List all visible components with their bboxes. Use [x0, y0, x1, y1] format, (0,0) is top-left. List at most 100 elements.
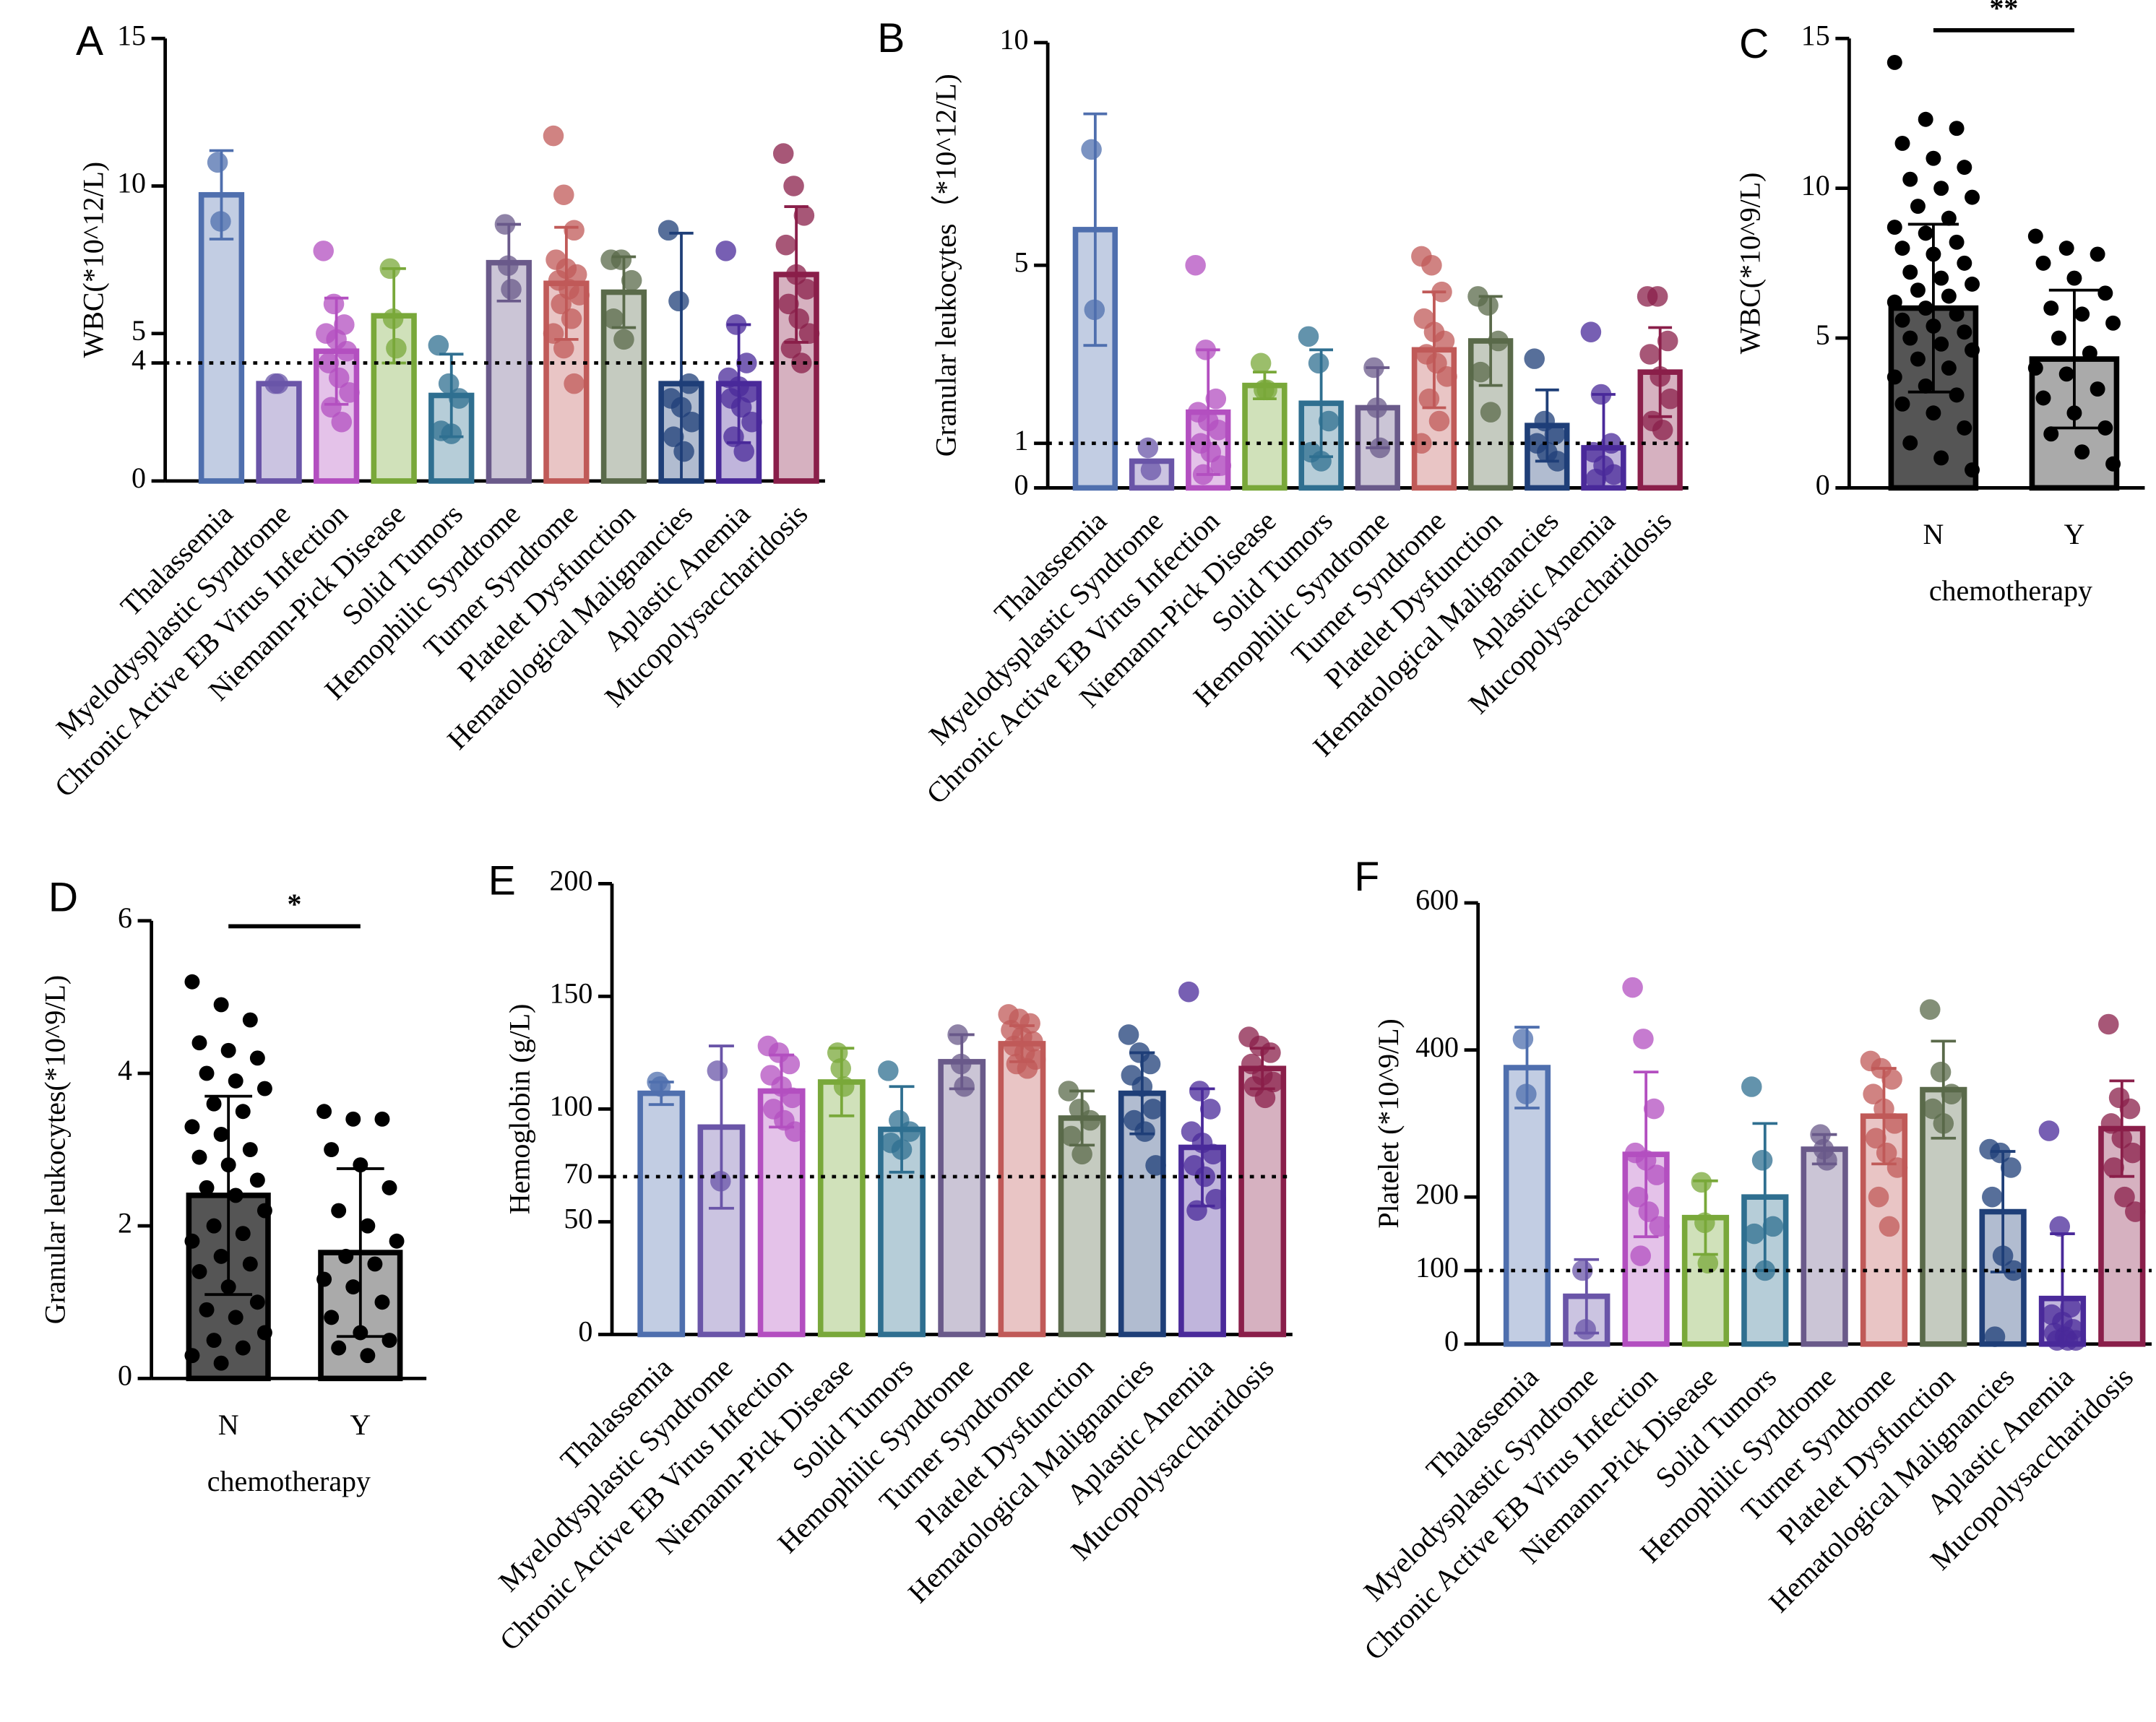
data-point [782, 1087, 803, 1109]
data-point [379, 258, 401, 280]
data-point [1638, 1201, 1660, 1222]
y-tick-label: 0 [578, 1315, 592, 1348]
data-point [1902, 171, 1918, 187]
data-point [1254, 1087, 1276, 1109]
data-point [1918, 378, 1933, 394]
data-point [210, 211, 231, 232]
data-point [206, 1218, 222, 1234]
data-point [1431, 281, 1452, 303]
data-point [1421, 254, 1442, 276]
data-point [551, 293, 572, 315]
data-point [2090, 381, 2105, 397]
data-point [191, 1264, 207, 1279]
data-point [1957, 160, 1972, 176]
data-point [331, 411, 353, 433]
data-point [1933, 270, 1949, 286]
y-axis-label: Platelet (*10^9/L) [1372, 1018, 1405, 1228]
data-point [1894, 396, 1910, 412]
data-point [374, 1111, 390, 1127]
data-point [710, 1171, 731, 1192]
data-point [878, 1060, 899, 1081]
data-point [2003, 1260, 2025, 1281]
data-point [772, 143, 794, 164]
data-point [2035, 390, 2051, 406]
data-point [1957, 420, 1972, 436]
data-point [249, 1172, 265, 1188]
data-point [199, 1302, 215, 1318]
data-point [1694, 1212, 1715, 1234]
y-tick-label: 50 [564, 1203, 592, 1235]
significance-label: ** [1989, 0, 2018, 24]
bar [998, 1041, 1046, 1338]
data-point [1134, 1121, 1155, 1142]
data-point [316, 1271, 332, 1287]
data-point [1910, 282, 1926, 298]
data-point [1691, 1172, 1712, 1193]
data-point [1635, 1150, 1657, 1171]
data-point [1547, 451, 1568, 472]
data-point [1949, 121, 1965, 137]
data-point [1886, 1157, 1908, 1178]
data-point [1949, 387, 1965, 403]
data-point [389, 1233, 405, 1249]
data-point [345, 1279, 361, 1295]
data-point [778, 293, 799, 315]
data-point [553, 337, 574, 359]
x-tick-label: Myelodysplastic Syndrome [492, 1351, 739, 1598]
data-point [497, 255, 519, 277]
data-point [494, 214, 516, 235]
data-point [2058, 366, 2074, 382]
data-point [553, 184, 574, 206]
data-point [1652, 420, 1673, 441]
data-point [1366, 397, 1387, 418]
data-point [1902, 264, 1918, 280]
data-point [1949, 306, 1965, 322]
bar [817, 1079, 866, 1338]
y-tick-label: 70 [564, 1157, 592, 1190]
data-point [1118, 1024, 1139, 1045]
data-point [1926, 246, 1941, 262]
y-tick-label: 6 [118, 901, 132, 934]
data-point [1512, 1029, 1534, 1050]
bar [1801, 1146, 1848, 1347]
data-point [213, 1126, 229, 1142]
y-tick-label: 100 [1415, 1251, 1459, 1284]
data-point [1142, 1099, 1164, 1120]
data-point [1646, 1164, 1668, 1185]
data-point [213, 1248, 229, 1264]
y-tick-label: 10 [117, 167, 146, 199]
significance-label: * [288, 888, 302, 920]
data-point [1590, 384, 1612, 405]
data-point [1627, 1186, 1649, 1208]
data-point [1137, 437, 1159, 459]
data-point [1363, 357, 1384, 378]
data-point [2105, 456, 2121, 472]
data-point [1318, 410, 1340, 432]
data-point [678, 373, 700, 394]
data-point [328, 367, 350, 389]
data-point [336, 340, 358, 362]
data-point [1639, 344, 1660, 365]
data-point [2000, 1157, 2022, 1178]
x-tick-label: Myelodysplastic Syndrome [50, 498, 297, 745]
data-point [1965, 462, 1980, 478]
data-point [830, 1057, 851, 1079]
data-point [1866, 1128, 1886, 1149]
data-point [2122, 1142, 2143, 1164]
data-point [1633, 1029, 1654, 1050]
data-point [323, 293, 345, 315]
data-point [1470, 361, 1491, 383]
data-point [1941, 360, 1957, 376]
data-point [428, 334, 449, 356]
data-point [1941, 288, 1957, 304]
data-point [950, 1053, 972, 1075]
data-point [741, 411, 762, 433]
data-point [1873, 1098, 1894, 1120]
data-point [316, 1104, 332, 1120]
data-point [1926, 318, 1941, 334]
data-point [1965, 342, 1980, 358]
data-point [793, 205, 815, 226]
data-point [1603, 464, 1624, 485]
data-point [1894, 241, 1910, 256]
data-point [1369, 437, 1391, 459]
